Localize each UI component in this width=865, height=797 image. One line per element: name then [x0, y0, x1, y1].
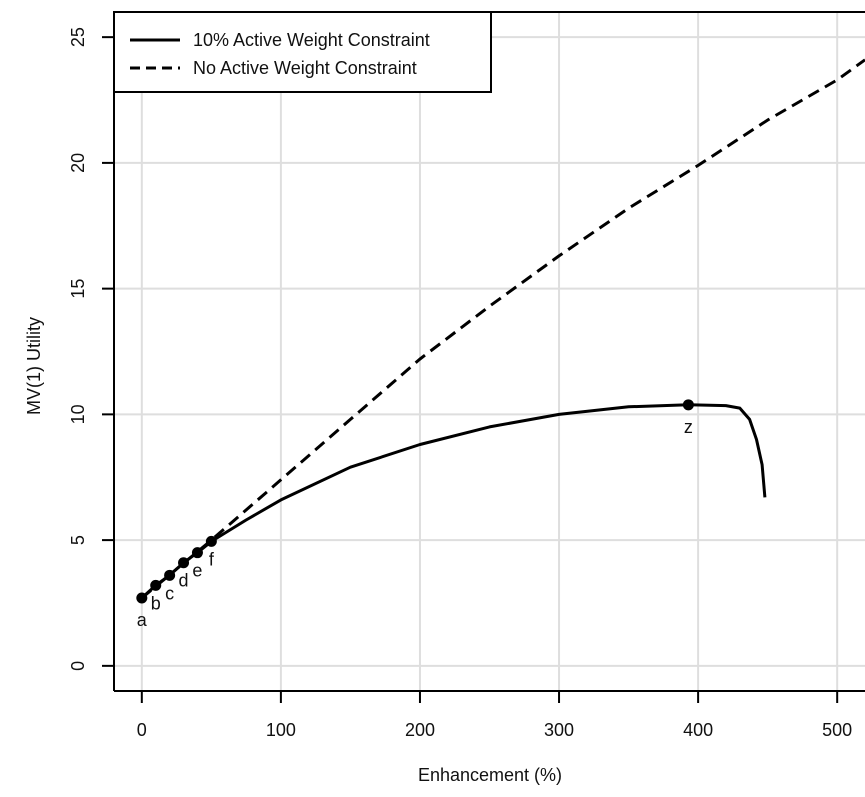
x-tick-label: 500	[822, 720, 852, 740]
data-point-z	[682, 399, 694, 411]
point-label-f: f	[209, 549, 215, 569]
y-tick-label: 5	[68, 535, 88, 545]
point-label-c: c	[165, 583, 174, 603]
point-label-d: d	[179, 571, 189, 591]
x-tick-labels: 0 100 200 300 400 500	[137, 720, 852, 740]
y-tick-label: 10	[68, 404, 88, 424]
point-label-z: z	[684, 417, 693, 437]
point-label-e: e	[192, 561, 202, 581]
y-tick-label: 25	[68, 27, 88, 47]
data-point-c	[164, 569, 176, 581]
y-tick-label: 0	[68, 661, 88, 671]
series-line-1	[140, 403, 767, 600]
data-point-a	[136, 592, 148, 604]
y-tick-label: 20	[68, 153, 88, 173]
y-tick-labels: 0 5 10 15 20 25	[68, 27, 88, 671]
series-layer	[140, 58, 865, 600]
data-point-d	[178, 557, 190, 569]
point-label-b: b	[151, 593, 161, 613]
axes	[102, 11, 865, 703]
point-label-a: a	[137, 610, 148, 630]
x-tick-label: 100	[266, 720, 296, 740]
grid-lines	[114, 12, 865, 691]
data-point-b	[150, 579, 162, 591]
x-axis-title: Enhancement (%)	[418, 765, 562, 785]
x-tick-label: 400	[683, 720, 713, 740]
y-axis-title: MV(1) Utility	[24, 317, 44, 415]
series-line-2	[140, 58, 865, 600]
x-tick-label: 0	[137, 720, 147, 740]
legend-box	[113, 11, 492, 93]
data-point-e	[191, 547, 203, 559]
y-tick-label: 15	[68, 279, 88, 299]
x-tick-label: 300	[544, 720, 574, 740]
legend-label-series-1: 10% Active Weight Constraint	[193, 30, 430, 50]
x-tick-label: 200	[405, 720, 435, 740]
legend: 10% Active Weight Constraint No Active W…	[113, 11, 492, 93]
data-point-f	[205, 535, 217, 547]
legend-label-series-2: No Active Weight Constraint	[193, 58, 417, 78]
